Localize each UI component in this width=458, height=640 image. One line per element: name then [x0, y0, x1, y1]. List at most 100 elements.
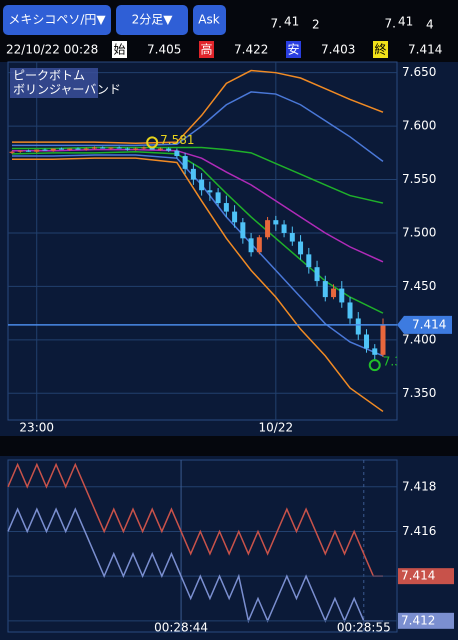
candle-body [157, 148, 163, 150]
legend-box [10, 68, 98, 98]
current-price-tag [397, 315, 452, 334]
candle-body [182, 156, 188, 169]
bid-tail: 2 [312, 18, 320, 32]
candle-body [265, 220, 271, 238]
y-tick-label: 7.600 [402, 119, 436, 133]
x-tick-label: 10/22 [259, 421, 294, 435]
candle-body [339, 288, 345, 303]
open-value: 7.405 [147, 43, 181, 57]
bottom-label: 7.38 [383, 355, 410, 369]
candle-body [141, 147, 147, 149]
candle-body [116, 147, 122, 149]
tick-line [7, 462, 383, 577]
candle-body [355, 318, 361, 335]
x-tick-label: 23:00 [19, 421, 54, 435]
candle-body [281, 224, 287, 233]
candle-body [215, 192, 221, 204]
candle-body [372, 348, 378, 355]
candle-body [83, 148, 89, 150]
pair-button-label[interactable]: メキシコペソ/円▼ [8, 13, 106, 27]
tick-line [7, 507, 383, 624]
candle-body [223, 203, 229, 212]
side-button[interactable] [193, 5, 226, 35]
candle-body [174, 150, 180, 157]
high-badge [199, 41, 214, 58]
ask-head: 7. [385, 17, 396, 31]
bollinger-band [12, 69, 384, 144]
candle-body [17, 150, 23, 152]
legend-item: ボリンジャーバンド [13, 83, 121, 97]
candle-body [207, 190, 213, 193]
candle-body [298, 241, 304, 255]
x-tick-label: 00:28:55 [337, 621, 391, 635]
peak-marker [146, 136, 159, 149]
current-price-label: 7.414 [412, 317, 446, 331]
bollinger-band [12, 148, 384, 263]
candle-body [256, 237, 262, 253]
candle-body [322, 281, 328, 298]
y-tick-label: 7.500 [402, 225, 436, 239]
candle-body [108, 147, 114, 149]
side-button-label[interactable]: Ask [198, 13, 219, 27]
low-label: 安 [287, 42, 299, 57]
candle-body [91, 147, 97, 149]
main-plot-frame [7, 61, 398, 421]
high-value: 7.422 [234, 43, 268, 57]
legend-item: ピークボトム [13, 69, 85, 83]
low-value: 7.403 [321, 43, 355, 57]
y-tick-label: 7.350 [402, 386, 436, 400]
bollinger-band [12, 91, 384, 162]
last-price-label: 7.414 [401, 569, 435, 583]
candle-body [50, 148, 56, 151]
candle-body [289, 232, 295, 242]
candle-body [133, 148, 139, 150]
candle-body [199, 179, 205, 191]
candle-body [34, 149, 40, 152]
y-tick-label: 7.450 [402, 279, 436, 293]
open-badge [112, 41, 127, 58]
y-tick-label: 7.418 [402, 479, 436, 493]
high-label: 高 [200, 42, 212, 57]
last-price-tag [398, 612, 454, 629]
candle-body [100, 147, 106, 149]
datetime: 22/10/22 00:28 [6, 43, 98, 57]
candle-body [42, 149, 48, 151]
last-price-tag [398, 568, 454, 585]
candle-body [166, 148, 172, 151]
ask-tail: 4 [426, 18, 434, 32]
timeframe-button[interactable] [116, 5, 188, 35]
bollinger-band [12, 157, 384, 413]
candle-body [232, 211, 238, 223]
peak-label: 7.581 [160, 133, 194, 147]
candle-body [306, 254, 312, 268]
y-tick-label: 7.550 [402, 172, 436, 186]
open-label: 始 [113, 43, 125, 57]
main-chart-bg [0, 62, 458, 436]
candle-body [190, 168, 196, 180]
tick-chart-bg [0, 456, 458, 640]
candle-body [314, 267, 320, 282]
ask-big: 41 [398, 15, 413, 29]
candle-body [58, 148, 64, 150]
tick-plot-frame [7, 459, 398, 633]
last-price-label: 7.412 [401, 613, 435, 627]
close-label: 終 [374, 42, 386, 57]
timeframe-button-label[interactable]: 2分足▼ [132, 13, 174, 27]
candle-body [248, 238, 254, 253]
y-tick-label: 7.650 [402, 65, 436, 79]
pair-button[interactable] [3, 5, 111, 35]
candle-body [240, 222, 246, 239]
y-tick-label: 7.416 [402, 524, 436, 538]
y-tick-label: 7.400 [402, 332, 436, 346]
bid-big: 41 [284, 15, 299, 29]
close-badge [373, 41, 388, 58]
candle-body [25, 150, 31, 152]
low-badge [286, 41, 301, 58]
candle-body [9, 151, 15, 153]
bid-head: 7. [271, 17, 282, 31]
close-value: 7.414 [408, 43, 442, 57]
candle-body [149, 147, 155, 150]
x-tick-label: 00:28:44 [154, 621, 208, 635]
candle-body [75, 148, 81, 150]
candle-body [273, 220, 279, 225]
